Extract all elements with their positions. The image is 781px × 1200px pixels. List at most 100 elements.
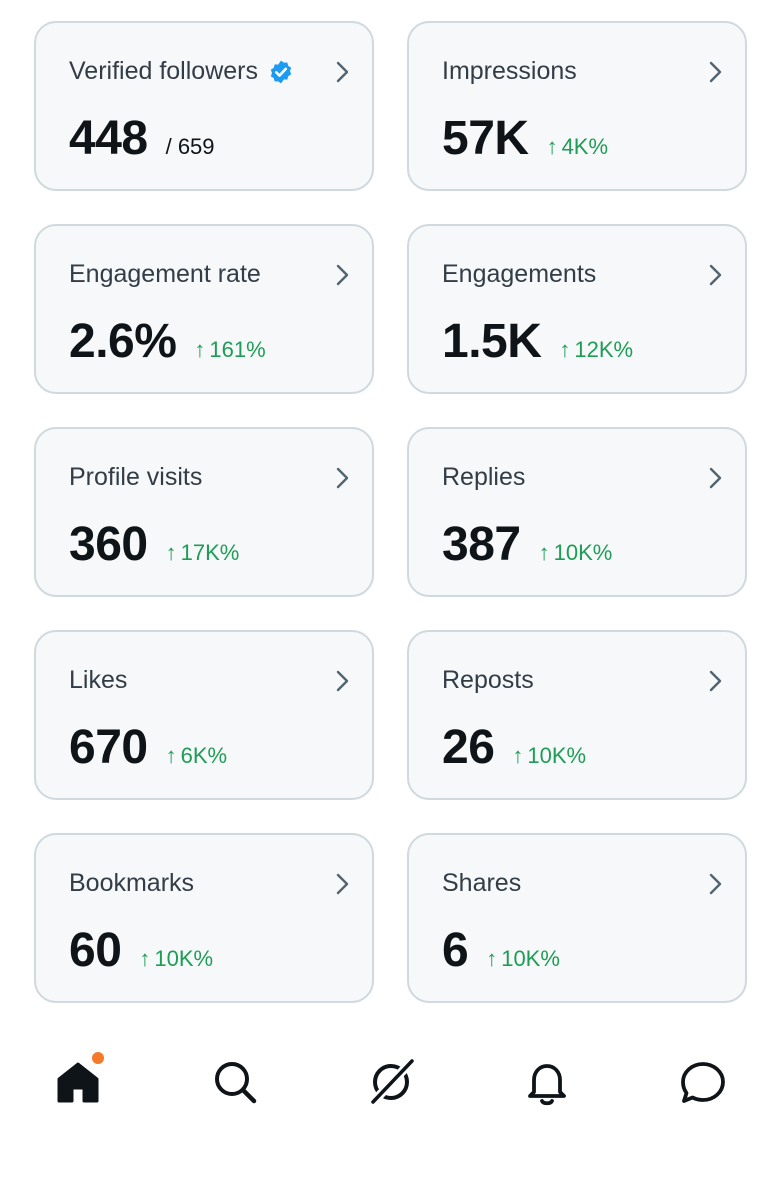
metric-label-wrap: Engagement rate bbox=[69, 260, 261, 289]
notification-dot bbox=[92, 1052, 104, 1064]
metric-value-row: 1.5K ↑ 12K% bbox=[442, 314, 633, 369]
nav-notifications-button[interactable] bbox=[521, 1056, 573, 1108]
metric-value: 57K bbox=[442, 112, 529, 165]
chevron-right-icon bbox=[709, 670, 722, 692]
metric-label: Reposts bbox=[442, 666, 534, 694]
arrow-up-icon: ↑ bbox=[165, 540, 177, 565]
bottom-nav-bar bbox=[0, 1032, 781, 1132]
metric-label-wrap: Profile visits bbox=[69, 463, 202, 492]
metric-card-likes[interactable]: Likes 670 ↑ 6K% bbox=[34, 630, 374, 800]
search-icon bbox=[215, 1062, 257, 1104]
metric-change: ↑ 10K% bbox=[512, 743, 586, 769]
metric-label-wrap: Likes bbox=[69, 666, 127, 695]
metric-value: 1.5K bbox=[442, 315, 542, 368]
metric-change-value: 10K% bbox=[527, 743, 587, 768]
metric-value: 2.6% bbox=[69, 315, 177, 368]
metric-change: ↑ 10K% bbox=[539, 540, 613, 566]
metric-change-value: 161% bbox=[209, 337, 266, 362]
metric-change-value: 10K% bbox=[154, 946, 214, 971]
metric-value-row: 360 ↑ 17K% bbox=[69, 517, 239, 572]
arrow-up-icon: ↑ bbox=[546, 134, 558, 159]
metric-card-bookmarks[interactable]: Bookmarks 60 ↑ 10K% bbox=[34, 833, 374, 1003]
metric-label-wrap: Impressions bbox=[442, 57, 577, 86]
metric-card-engagement-rate[interactable]: Engagement rate 2.6% ↑ 161% bbox=[34, 224, 374, 394]
arrow-up-icon: ↑ bbox=[139, 946, 151, 971]
metrics-grid: Verified followers 448 / 659 Impressions… bbox=[34, 21, 747, 1003]
nav-search-button[interactable] bbox=[209, 1056, 261, 1108]
chevron-right-icon bbox=[336, 670, 349, 692]
metric-value: 60 bbox=[69, 924, 122, 977]
metric-value: 387 bbox=[442, 518, 521, 571]
metric-value-row: 26 ↑ 10K% bbox=[442, 720, 586, 775]
metric-label: Verified followers bbox=[69, 57, 258, 85]
chevron-right-icon bbox=[336, 264, 349, 286]
metric-card-shares[interactable]: Shares 6 ↑ 10K% bbox=[407, 833, 747, 1003]
metric-change: ↑ 161% bbox=[194, 337, 265, 363]
metric-label-wrap: Reposts bbox=[442, 666, 534, 695]
arrow-up-icon: ↑ bbox=[486, 946, 498, 971]
metric-value-row: 60 ↑ 10K% bbox=[69, 923, 213, 978]
metric-label-wrap: Bookmarks bbox=[69, 869, 194, 898]
metric-label: Replies bbox=[442, 463, 526, 491]
metric-value: 360 bbox=[69, 518, 148, 571]
metric-label: Impressions bbox=[442, 57, 577, 85]
chevron-right-icon bbox=[336, 467, 349, 489]
bell-icon bbox=[528, 1064, 566, 1106]
metric-label-wrap: Replies bbox=[442, 463, 525, 492]
grok-icon bbox=[370, 1057, 416, 1105]
metric-change-value: 17K% bbox=[180, 540, 240, 565]
metric-change: ↑ 4K% bbox=[547, 134, 608, 160]
metric-value-row: 6 ↑ 10K% bbox=[442, 923, 560, 978]
chevron-right-icon bbox=[709, 61, 722, 83]
chevron-right-icon bbox=[336, 61, 349, 83]
metric-total: / 659 bbox=[165, 134, 215, 159]
metric-change-value: 6K% bbox=[180, 743, 228, 768]
metric-value-row: 448 / 659 bbox=[69, 111, 215, 166]
metric-value: 448 bbox=[69, 112, 148, 165]
arrow-up-icon: ↑ bbox=[538, 540, 550, 565]
metric-change-value: 4K% bbox=[561, 134, 609, 159]
metric-label: Shares bbox=[442, 869, 522, 897]
metric-label: Engagement rate bbox=[69, 260, 261, 288]
messages-icon bbox=[681, 1062, 725, 1103]
metric-value-row: 57K ↑ 4K% bbox=[442, 111, 608, 166]
metric-change-value: 10K% bbox=[501, 946, 560, 971]
arrow-up-icon: ↑ bbox=[512, 743, 524, 768]
chevron-right-icon bbox=[336, 873, 349, 895]
metric-label: Engagements bbox=[442, 260, 597, 288]
arrow-up-icon: ↑ bbox=[194, 337, 206, 362]
metric-change-value: 10K% bbox=[553, 540, 613, 565]
chevron-right-icon bbox=[709, 264, 722, 286]
metric-change: ↑ 10K% bbox=[139, 946, 213, 972]
metric-label-wrap: Shares bbox=[442, 869, 521, 898]
metric-card-verified-followers[interactable]: Verified followers 448 / 659 bbox=[34, 21, 374, 191]
metric-change: ↑ 10K% bbox=[486, 946, 560, 972]
metric-card-engagements[interactable]: Engagements 1.5K ↑ 12K% bbox=[407, 224, 747, 394]
nav-messages-button[interactable] bbox=[677, 1056, 729, 1108]
metric-label: Bookmarks bbox=[69, 869, 195, 897]
metric-card-profile-visits[interactable]: Profile visits 360 ↑ 17K% bbox=[34, 427, 374, 597]
arrow-up-icon: ↑ bbox=[165, 743, 177, 768]
verified-badge-icon bbox=[268, 59, 294, 85]
metric-change-value: 12K% bbox=[574, 337, 634, 362]
metric-label-wrap: Verified followers bbox=[69, 57, 294, 86]
nav-grok-button[interactable] bbox=[365, 1056, 417, 1108]
nav-home-button[interactable] bbox=[52, 1052, 104, 1108]
metric-value-row: 2.6% ↑ 161% bbox=[69, 314, 266, 369]
metric-value: 6 bbox=[442, 924, 469, 977]
metric-value-row: 670 ↑ 6K% bbox=[69, 720, 227, 775]
metric-card-reposts[interactable]: Reposts 26 ↑ 10K% bbox=[407, 630, 747, 800]
metric-label: Likes bbox=[69, 666, 128, 694]
metric-label-wrap: Engagements bbox=[442, 260, 596, 289]
metric-value: 26 bbox=[442, 721, 495, 774]
metric-value-row: 387 ↑ 10K% bbox=[442, 517, 612, 572]
metric-change: ↑ 12K% bbox=[559, 337, 633, 363]
chevron-right-icon bbox=[709, 873, 722, 895]
chevron-right-icon bbox=[709, 467, 722, 489]
metric-change: ↑ 17K% bbox=[166, 540, 240, 566]
metric-card-replies[interactable]: Replies 387 ↑ 10K% bbox=[407, 427, 747, 597]
metric-value: 670 bbox=[69, 721, 148, 774]
metric-card-impressions[interactable]: Impressions 57K ↑ 4K% bbox=[407, 21, 747, 191]
home-icon bbox=[57, 1062, 99, 1103]
metric-change: ↑ 6K% bbox=[166, 743, 227, 769]
